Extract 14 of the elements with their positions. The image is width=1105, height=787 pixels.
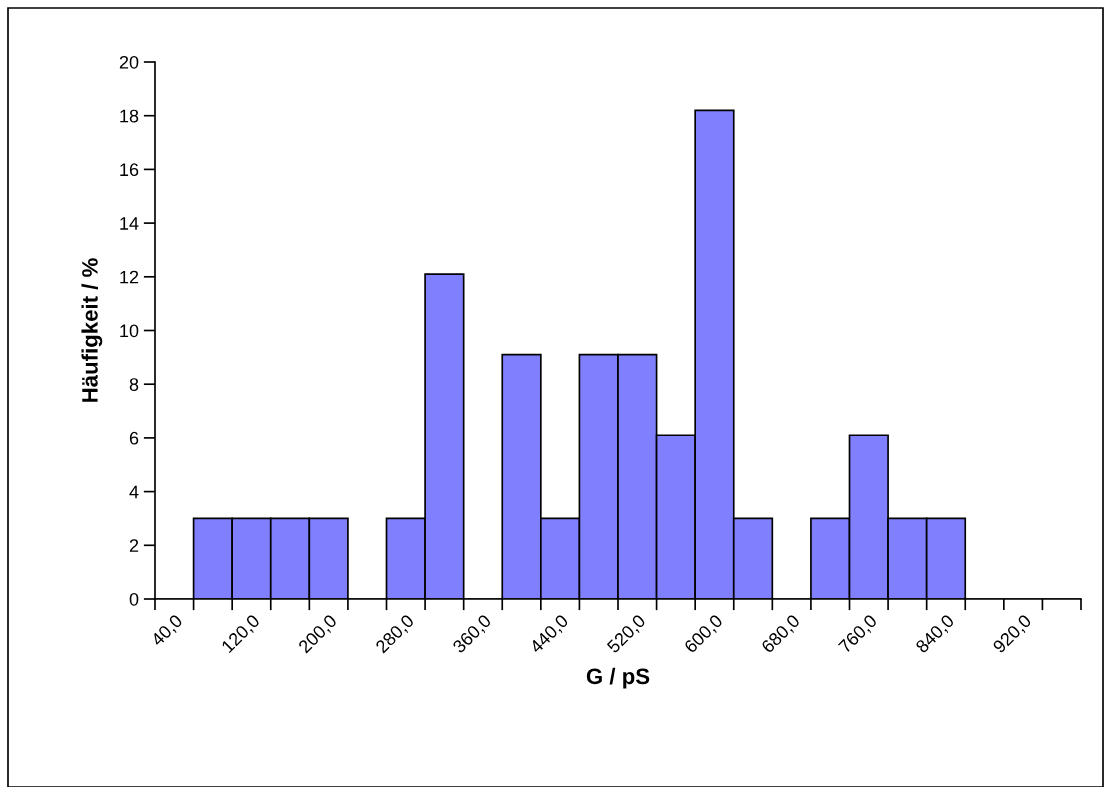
y-tick-label: 20	[119, 55, 139, 69]
y-tick-label: 8	[129, 378, 139, 391]
y-tick-label: 12	[120, 270, 139, 284]
x-axis-title: G / pS	[586, 667, 650, 689]
y-tick-label: 10	[120, 324, 139, 338]
y-tick-label: 16	[120, 163, 139, 177]
y-tick-label: 4	[129, 485, 139, 499]
y-tick-label: 18	[120, 109, 139, 123]
y-tick-label: 2	[129, 539, 139, 552]
y-axis-title: Häufigkeit / %	[81, 258, 103, 402]
y-tick-label: 0	[129, 592, 139, 606]
x-tick-label: 40,0	[150, 613, 185, 649]
y-tick-label: 14	[120, 217, 139, 230]
y-tick-label: 6	[129, 431, 139, 445]
